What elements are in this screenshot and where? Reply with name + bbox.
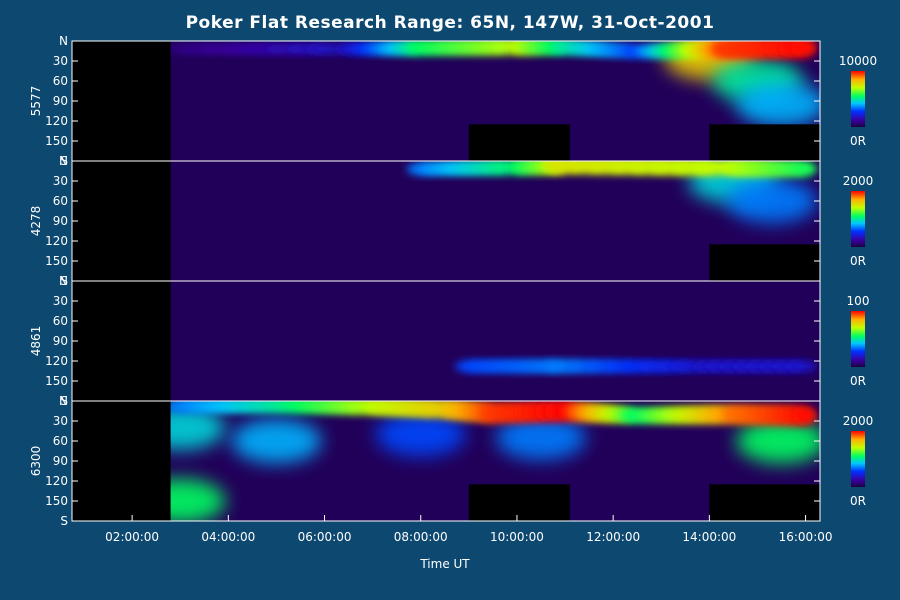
y-tick-label: S bbox=[60, 394, 68, 408]
y-tick-label: N bbox=[59, 394, 68, 408]
y-tick-label: 30 bbox=[53, 54, 68, 68]
x-tick-label: 10:00:00 bbox=[490, 530, 544, 544]
auroral-arc-sample bbox=[790, 41, 818, 58]
y-tick-label: 150 bbox=[45, 494, 68, 508]
y-tick-label: 60 bbox=[53, 194, 68, 208]
y-tick-label: 30 bbox=[53, 414, 68, 428]
emission-glow bbox=[231, 419, 322, 463]
no-data-block bbox=[468, 124, 570, 161]
emission-glow bbox=[726, 179, 817, 223]
y-tick-label: N bbox=[59, 274, 68, 288]
y-tick-label: 60 bbox=[53, 434, 68, 448]
no-data-block bbox=[709, 244, 820, 281]
panel-wavelength-label: 4278 bbox=[29, 206, 43, 237]
y-tick-label: S bbox=[60, 274, 68, 288]
y-tick-label: S bbox=[60, 514, 68, 528]
keogram-panel: N 30 60 90 120 150 S 6300 2000 0R bbox=[29, 394, 873, 528]
x-tick-label: 12:00:00 bbox=[586, 530, 640, 544]
auroral-arc-sample bbox=[787, 361, 817, 372]
panel-wavelength-label: 6300 bbox=[29, 446, 43, 477]
y-tick-label: 150 bbox=[45, 374, 68, 388]
y-tick-label: 90 bbox=[53, 214, 68, 228]
no-data-region bbox=[72, 281, 171, 401]
no-data-region bbox=[72, 161, 171, 281]
colorbar-min-label: 0R bbox=[850, 494, 866, 508]
emission-glow bbox=[375, 412, 466, 457]
y-tick-label: 60 bbox=[53, 314, 68, 328]
y-tick-label: 30 bbox=[53, 174, 68, 188]
auroral-arc-sample bbox=[305, 43, 350, 55]
y-tick-label: S bbox=[60, 154, 68, 168]
colorbar-max-label: 2000 bbox=[843, 414, 874, 428]
y-tick-label: 90 bbox=[53, 334, 68, 348]
y-tick-label: N bbox=[59, 154, 68, 168]
x-tick-label: 14:00:00 bbox=[682, 530, 736, 544]
colorbar-min-label: 0R bbox=[850, 134, 866, 148]
y-tick-label: N bbox=[59, 34, 68, 48]
keogram-panel: N 30 60 90 120 150 S 5577 10000 0R bbox=[29, 34, 877, 168]
no-data-region bbox=[72, 41, 171, 161]
colorbar-min-label: 0R bbox=[850, 374, 866, 388]
x-tick-label: 06:00:00 bbox=[298, 530, 352, 544]
no-data-block bbox=[709, 484, 820, 521]
colorbar-max-label: 2000 bbox=[843, 174, 874, 188]
colorbar bbox=[851, 311, 865, 367]
y-tick-label: 30 bbox=[53, 294, 68, 308]
sky-background bbox=[170, 281, 820, 401]
no-data-block bbox=[709, 124, 820, 161]
y-tick-label: 120 bbox=[45, 354, 68, 368]
y-tick-label: 150 bbox=[45, 134, 68, 148]
no-data-region bbox=[72, 401, 171, 521]
keogram-panel: N 30 60 90 120 150 S 4278 2000 0R bbox=[29, 154, 873, 288]
colorbar bbox=[851, 191, 865, 247]
x-tick-label: 08:00:00 bbox=[394, 530, 448, 544]
x-tick-label: 04:00:00 bbox=[201, 530, 255, 544]
emission-glow bbox=[496, 415, 587, 460]
x-tick-label: 16:00:00 bbox=[779, 530, 833, 544]
panel-wavelength-label: 4861 bbox=[29, 326, 43, 357]
chart-title: Poker Flat Research Range: 65N, 147W, 31… bbox=[186, 13, 715, 33]
auroral-arc-sample bbox=[792, 405, 818, 426]
y-tick-label: 120 bbox=[45, 114, 68, 128]
keogram-panel: N 30 60 90 120 150 S 4861 100 0R bbox=[29, 274, 869, 408]
colorbar bbox=[851, 431, 865, 487]
colorbar-min-label: 0R bbox=[850, 254, 866, 268]
panel-wavelength-label: 5577 bbox=[29, 86, 43, 117]
y-tick-label: 90 bbox=[53, 94, 68, 108]
x-tick-label: 02:00:00 bbox=[105, 530, 159, 544]
y-tick-label: 60 bbox=[53, 74, 68, 88]
y-tick-label: 90 bbox=[53, 454, 68, 468]
colorbar-max-label: 100 bbox=[847, 294, 870, 308]
no-data-block bbox=[468, 484, 570, 521]
colorbar bbox=[851, 71, 865, 127]
auroral-arc-sample bbox=[792, 161, 818, 177]
y-tick-label: 150 bbox=[45, 254, 68, 268]
y-tick-label: 120 bbox=[45, 474, 68, 488]
y-tick-label: 120 bbox=[45, 234, 68, 248]
emission-glow bbox=[736, 82, 820, 127]
colorbar-max-label: 10000 bbox=[839, 54, 877, 68]
emission-glow bbox=[736, 419, 820, 463]
x-axis-label: Time UT bbox=[419, 557, 470, 571]
